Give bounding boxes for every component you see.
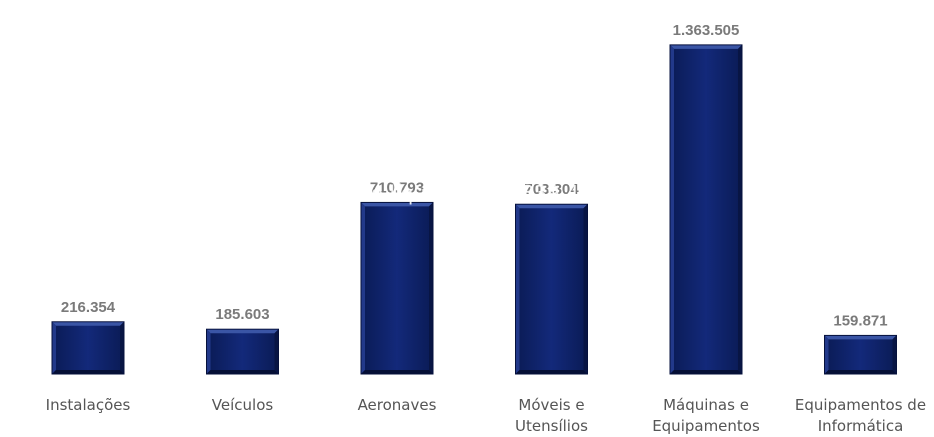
bar-bevel-top xyxy=(670,44,742,49)
category-label-1: Veículos xyxy=(212,396,274,414)
bar-bevel-bottom xyxy=(515,370,588,374)
category-label-4: Máquinas e Equipamentos xyxy=(652,396,760,435)
bar-bevel-right xyxy=(738,44,742,374)
bar-bevel-top xyxy=(361,202,433,207)
bar-body xyxy=(670,44,742,374)
bar-outline xyxy=(515,203,588,375)
bar-bevel-top xyxy=(206,329,279,334)
value-label-5: 159.871 xyxy=(833,312,887,329)
value-label-3: 703.304 xyxy=(524,181,579,198)
bar-2 xyxy=(360,201,434,375)
bar-outline xyxy=(824,334,897,375)
bar-body xyxy=(824,335,897,374)
bar-bevel-bottom xyxy=(361,370,433,374)
bar-bevel-left xyxy=(52,321,56,374)
value-labels-group: 216.354 185.603 710.793 703.304 1.363.505 159… xyxy=(61,22,888,330)
bar-bevel-right xyxy=(120,321,124,374)
bar-1 xyxy=(206,328,279,375)
bar-bevel-left xyxy=(670,44,674,374)
bar-0 xyxy=(51,321,125,375)
category-label-2: Aeronaves xyxy=(358,396,437,414)
bar-bevel-top xyxy=(52,321,124,326)
value-label-0: 216.354 xyxy=(61,299,116,316)
bar-bevel-top xyxy=(824,335,897,340)
bar-bevel-bottom xyxy=(206,370,279,374)
bar-bevel-bottom xyxy=(670,370,742,374)
value-label-2: 710.793 xyxy=(370,179,424,196)
bar-bevel-left xyxy=(515,204,520,374)
bars-group xyxy=(51,44,897,375)
bar-bevel-right xyxy=(583,204,588,374)
bar-bevel-right xyxy=(429,202,433,374)
bar-bevel-bottom xyxy=(52,370,124,374)
category-labels-group: Instalações Veículos Aeronaves Móveis e Uten… xyxy=(46,396,926,435)
value-label-4: 1.363.505 xyxy=(673,22,740,39)
bar-4 xyxy=(669,44,743,375)
category-label-3: Móveis e Utensílios xyxy=(515,396,588,435)
bar-outline xyxy=(360,201,434,375)
bar-5 xyxy=(824,334,897,375)
bar-bevel-left xyxy=(361,202,365,374)
bar-outline xyxy=(51,321,125,375)
bar-bevel-right xyxy=(892,335,897,374)
bar-body xyxy=(52,321,124,374)
bar-outline xyxy=(669,44,743,375)
bar-bevel-right xyxy=(274,329,279,374)
category-label-5: Equipamentos de Informática xyxy=(795,396,926,435)
bar-bevel-left xyxy=(206,329,211,374)
value-label-1: 185.603 xyxy=(215,306,269,323)
bar-body xyxy=(515,204,588,374)
bar-3 xyxy=(515,203,588,375)
bar-body xyxy=(361,202,433,374)
bar-outline xyxy=(206,328,279,375)
bar-body xyxy=(206,329,279,374)
category-label-0: Instalações xyxy=(46,396,131,414)
watermark-text: Saldo líquido: R$ 3.339.432 xyxy=(328,181,605,205)
bar-bevel-left xyxy=(824,335,829,374)
bar-bevel-top xyxy=(515,204,588,209)
bar-bevel-bottom xyxy=(824,370,897,374)
